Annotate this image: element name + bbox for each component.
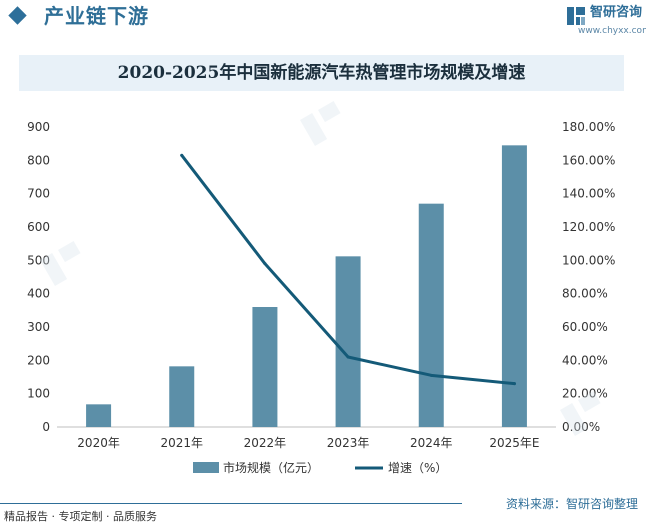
left-axis-tick-label: 200 [27,353,50,367]
right-axis-tick-label: 180.00% [562,120,615,134]
left-axis-tick-label: 300 [27,320,50,334]
right-axis-tick-label: 100.00% [562,253,615,267]
left-axis-tick-label: 600 [27,220,50,234]
left-axis-tick-label: 400 [27,287,50,301]
right-axis-tick-label: 20.00% [562,387,608,401]
left-axis-tick-label: 900 [27,120,50,134]
line-growth-point [429,373,433,377]
left-axis-tick-label: 0 [42,420,50,434]
right-axis-tick-label: 40.00% [562,353,608,367]
bar-market-size [501,145,527,428]
x-axis-category-label: 2020年 [77,436,120,450]
line-growth-point [512,382,516,386]
x-axis-category-label: 2023年 [327,436,370,450]
x-axis-category-label: 2022年 [244,436,287,450]
right-axis-tick-label: 0.00% [562,420,600,434]
footer-tagline: 精品报告 · 专项定制 · 品质服务 [4,510,157,523]
legend-label-growth-rate: 增速（%） [388,461,447,475]
legend-swatch-market-size [193,462,219,473]
bar-market-size [86,404,112,427]
x-axis-category-label: 2021年 [160,436,203,450]
left-axis-tick-label: 500 [27,253,50,267]
right-axis-tick-label: 80.00% [562,287,608,301]
brand-name: 智研咨询 [590,5,643,20]
right-axis-tick-label: 140.00% [562,187,615,201]
right-axis-tick-label: 160.00% [562,153,615,167]
header: 产业链下游 智研咨询 www.chyxx.com [0,0,646,40]
left-axis-tick-label: 800 [27,153,50,167]
source-note: 资料来源：智研咨询整理 [505,497,638,511]
bar-market-size [169,366,195,427]
left-axis-tick-label: 100 [27,387,50,401]
right-axis-tick-label: 60.00% [562,320,608,334]
line-growth-point [263,262,267,266]
brand-url: www.chyxx.com [578,26,646,36]
line-growth-point [346,355,350,359]
line-growth-point [180,153,184,157]
section-title: 产业链下游 [44,4,149,28]
legend-label-market-size: 市场规模（亿元） [223,460,319,475]
brand-logo-icon [567,7,585,25]
x-axis-category-label: 2024年 [410,436,453,450]
left-axis-tick-label: 700 [27,187,50,201]
footer-divider [0,503,462,504]
right-axis-tick-label: 120.00% [562,220,615,234]
bar-market-size [252,307,278,427]
bar-market-size [418,203,444,427]
x-axis-category-label: 2025年E [489,436,539,450]
chart-title-bar: 2020-2025年中国新能源汽车热管理市场规模及增速 [19,55,624,91]
bar-market-size [335,256,361,427]
chart-title: 2020-2025年中国新能源汽车热管理市场规模及增速 [117,63,526,83]
